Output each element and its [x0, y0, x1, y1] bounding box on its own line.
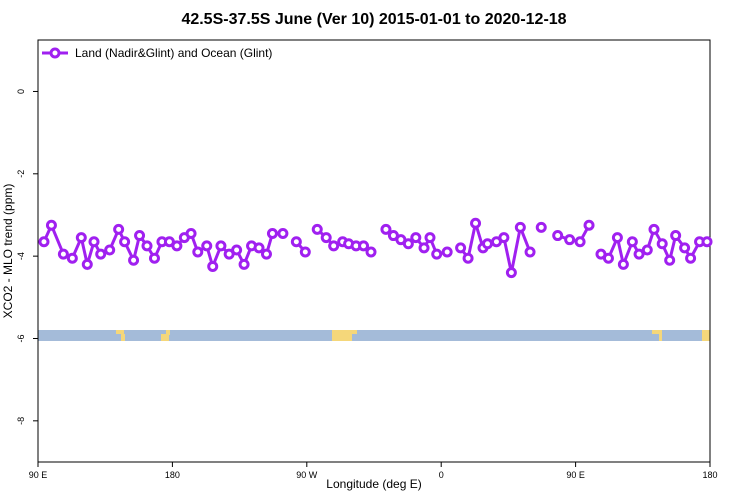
data-point: [701, 236, 713, 248]
data-point: [260, 248, 272, 260]
data-point: [455, 242, 467, 254]
data-point: [648, 223, 660, 235]
data-point: [481, 238, 493, 250]
x-tick-label: 90 E: [566, 470, 585, 480]
chart-title: 42.5S-37.5S June (Ver 10) 2015-01-01 to …: [181, 11, 566, 28]
data-point: [95, 248, 107, 260]
data-point: [320, 232, 332, 244]
y-tick-label: -4: [16, 252, 26, 260]
data-point: [505, 267, 517, 279]
data-point: [215, 240, 227, 252]
data-point: [441, 246, 453, 258]
data-point: [535, 221, 547, 233]
data-point: [299, 246, 311, 258]
x-tick-label: 180: [165, 470, 180, 480]
data-point: [552, 230, 564, 242]
data-point: [38, 236, 50, 248]
data-point: [148, 252, 160, 264]
data-point: [641, 244, 653, 256]
data-point: [88, 236, 100, 248]
data-point: [119, 236, 131, 248]
data-point: [514, 221, 526, 233]
land-patch: [659, 334, 662, 341]
data-point: [192, 246, 204, 258]
data-point: [617, 258, 629, 270]
data-point: [57, 248, 69, 260]
land-patch: [116, 330, 124, 334]
data-point: [365, 246, 377, 258]
data-point: [358, 240, 370, 252]
y-tick-label: 0: [16, 89, 26, 94]
data-point: [498, 232, 510, 244]
data-point: [418, 242, 430, 254]
data-point: [679, 242, 691, 254]
data-point: [253, 242, 265, 254]
data-point: [462, 252, 474, 264]
data-point: [134, 230, 146, 242]
data-point: [290, 236, 302, 248]
x-tick-label: 90 E: [29, 470, 48, 480]
land-ocean-strip: [38, 330, 710, 341]
x-tick-label: 180: [702, 470, 717, 480]
x-tick-label: 0: [439, 470, 444, 480]
y-axis-label: XCO2 - MLO trend (ppm): [1, 184, 15, 319]
data-point: [402, 238, 414, 250]
data-point: [171, 240, 183, 252]
data-point: [685, 252, 697, 264]
ocean-strip: [38, 330, 710, 341]
land-patch: [121, 334, 125, 341]
legend-marker: [49, 47, 61, 59]
land-patch: [332, 330, 352, 341]
y-tick-label: -2: [16, 170, 26, 178]
data-point: [524, 246, 536, 258]
data-point: [611, 232, 623, 244]
data-point: [633, 248, 645, 260]
data-point: [311, 223, 323, 235]
y-tick-label: -6: [16, 334, 26, 342]
x-axis-label: Longitude (deg E): [326, 477, 421, 491]
data-point: [380, 223, 392, 235]
land-patch: [161, 334, 169, 341]
data-point: [45, 219, 57, 231]
data-point: [664, 254, 676, 266]
y-tick-label: -8: [16, 417, 26, 425]
data-point: [201, 240, 213, 252]
data-point: [66, 252, 78, 264]
data-point: [470, 217, 482, 229]
x-tick-label: 90 W: [296, 470, 318, 480]
data-point: [75, 232, 87, 244]
data-point: [410, 232, 422, 244]
data-point: [185, 228, 197, 240]
land-patch: [352, 330, 357, 334]
data-point: [328, 240, 340, 252]
land-patch: [702, 330, 710, 341]
data-point: [602, 252, 614, 264]
data-point: [277, 228, 289, 240]
legend-label: Land (Nadir&Glint) and Ocean (Glint): [75, 46, 272, 60]
data-point: [231, 244, 243, 256]
data-point: [128, 254, 140, 266]
data-point: [207, 260, 219, 272]
land-patch: [652, 330, 662, 334]
data-point: [431, 248, 443, 260]
data-point: [113, 223, 125, 235]
data-point: [81, 258, 93, 270]
data-point: [141, 240, 153, 252]
data-point: [670, 230, 682, 242]
data-point: [424, 232, 436, 244]
plot-frame: [37, 39, 711, 463]
data-point: [626, 236, 638, 248]
data-point: [564, 234, 576, 246]
data-point: [238, 258, 250, 270]
data-point: [656, 238, 668, 250]
data-point: [104, 244, 116, 256]
data-point: [266, 228, 278, 240]
land-patch: [166, 330, 170, 335]
data-point: [583, 219, 595, 231]
data-point: [574, 236, 586, 248]
